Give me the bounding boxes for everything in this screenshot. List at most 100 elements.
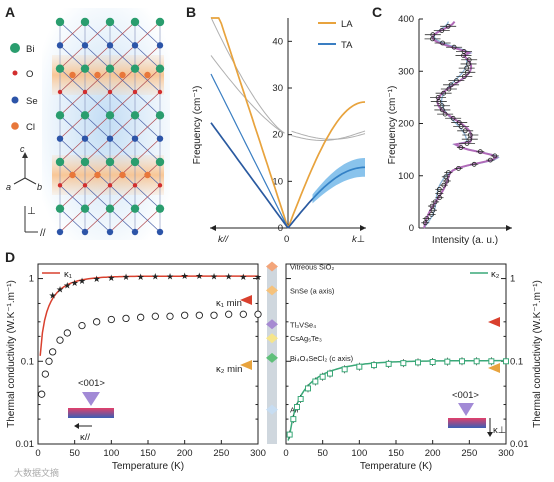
atom bbox=[81, 42, 89, 49]
atom bbox=[106, 228, 114, 236]
d-right-kappa2-ref-icon bbox=[488, 363, 500, 373]
d-left-star-point: ★ bbox=[225, 271, 233, 281]
atom bbox=[55, 17, 65, 27]
atom bbox=[131, 42, 139, 49]
d-left-star-point: ★ bbox=[239, 272, 247, 282]
atom bbox=[156, 42, 164, 49]
d-right-xlabel: Temperature (K) bbox=[360, 461, 432, 472]
cl-atom bbox=[144, 71, 151, 79]
d-left-probe-icon bbox=[82, 392, 100, 406]
d-left-circle-point bbox=[63, 329, 71, 337]
d-xtick-label: 50 bbox=[69, 448, 80, 459]
d-right-legend-label: κ₂ bbox=[491, 269, 500, 280]
c-data-point bbox=[429, 203, 435, 209]
material-marker-icon bbox=[266, 261, 278, 272]
atom bbox=[55, 64, 65, 73]
d-left-legend-label: κ₁ bbox=[64, 269, 72, 280]
material-marker-icon bbox=[266, 285, 278, 296]
c-spectra bbox=[421, 20, 500, 229]
material-marker-icon bbox=[266, 319, 278, 330]
c-data-point bbox=[445, 170, 451, 176]
kappa2-min-arrow-icon bbox=[240, 360, 252, 370]
c-axis-label: c bbox=[20, 144, 25, 154]
d-left-circle-point bbox=[166, 312, 174, 320]
b-grey-branch bbox=[210, 55, 285, 134]
atom bbox=[156, 228, 164, 236]
b-left-arrow-icon bbox=[210, 225, 216, 231]
kappa2-min-label: κ₂ min bbox=[216, 364, 242, 375]
d-left-circle-point bbox=[239, 310, 247, 318]
b-dispersion-curves bbox=[210, 17, 366, 229]
b-grey-branch bbox=[210, 17, 285, 134]
b-ta2-left bbox=[210, 73, 289, 229]
material-label: Vitreous SiO₂ bbox=[290, 262, 334, 271]
d-left-xlabel: Temperature (K) bbox=[112, 461, 184, 472]
bi-atom-icon bbox=[10, 43, 20, 53]
atom bbox=[107, 89, 113, 95]
bond bbox=[109, 68, 136, 93]
bond bbox=[84, 138, 111, 163]
panel-a: A Bi O Se Cl bbox=[5, 4, 170, 240]
d-left-star-point: ★ bbox=[210, 271, 218, 281]
d-ytick-label: 0.01 bbox=[16, 439, 35, 450]
d-left-circle-point bbox=[107, 315, 115, 324]
c-data-point bbox=[439, 28, 445, 33]
panel-a-letter: A bbox=[5, 4, 15, 20]
atom bbox=[57, 183, 63, 188]
c-data-point bbox=[450, 115, 456, 121]
d-left-circle-point bbox=[122, 314, 130, 323]
c-data-point bbox=[464, 140, 470, 146]
atom bbox=[130, 157, 140, 167]
c-ytick-label: 400 bbox=[398, 14, 414, 25]
c-data-point bbox=[471, 161, 477, 167]
c-data-point bbox=[462, 128, 468, 134]
d-right-square-point bbox=[400, 360, 407, 367]
c-data-point bbox=[422, 220, 428, 226]
atom bbox=[130, 17, 140, 27]
c-x-arrow-icon bbox=[506, 225, 512, 231]
atom bbox=[155, 111, 165, 120]
legend-se: Se bbox=[11, 96, 38, 107]
d-left-circle-point bbox=[254, 310, 262, 318]
atom bbox=[80, 111, 90, 120]
d-right-kappa2-fit bbox=[287, 359, 506, 441]
c-data-point bbox=[429, 211, 435, 217]
d-left-star-point: ★ bbox=[254, 272, 262, 282]
material-markers: Vitreous SiO₂ SnSe (a axis) Tl₃VSe₄ CsAg₅Te… bbox=[266, 261, 353, 415]
d-left-circle-point bbox=[56, 336, 64, 344]
crystal-structure bbox=[55, 17, 165, 236]
atom bbox=[106, 135, 114, 142]
bond bbox=[84, 185, 111, 209]
panel-b-letter: B bbox=[186, 4, 196, 20]
d-right-marks bbox=[286, 357, 509, 441]
c-data-point bbox=[439, 103, 445, 109]
atom bbox=[131, 228, 139, 236]
b-grey-branch bbox=[291, 130, 366, 141]
panel-c: C Frequency (cm⁻¹) 0 100 200 300 400 Intensi… bbox=[372, 4, 512, 246]
c-data-point bbox=[451, 44, 457, 50]
d-right-kappa-arrowhead-icon bbox=[487, 432, 493, 437]
panel-c-letter: C bbox=[372, 4, 382, 20]
c-data-point bbox=[430, 32, 436, 38]
d-right-square-point bbox=[312, 378, 319, 385]
atom bbox=[155, 64, 165, 73]
d-xtick-label: 200 bbox=[177, 448, 193, 459]
material-marker-icon bbox=[266, 333, 278, 344]
c-ytick-label: 100 bbox=[398, 171, 414, 182]
bond bbox=[84, 91, 111, 116]
bond bbox=[134, 185, 161, 209]
b-axis-label: b bbox=[37, 182, 42, 192]
c-data-point bbox=[444, 178, 450, 184]
a-axis-arrow bbox=[13, 177, 26, 185]
c-data-point bbox=[492, 153, 498, 159]
bond bbox=[134, 68, 161, 93]
d-left-star-point: ★ bbox=[195, 271, 203, 281]
atom bbox=[155, 17, 165, 27]
crystal-glow bbox=[42, 8, 170, 240]
b-ytick-label: 0 bbox=[278, 223, 283, 234]
d-left-star-point: ★ bbox=[122, 272, 130, 282]
d-right-square-point bbox=[429, 359, 436, 366]
d-right-square-point bbox=[294, 404, 300, 411]
legend-bi: Bi bbox=[10, 43, 34, 55]
bond bbox=[109, 138, 136, 163]
